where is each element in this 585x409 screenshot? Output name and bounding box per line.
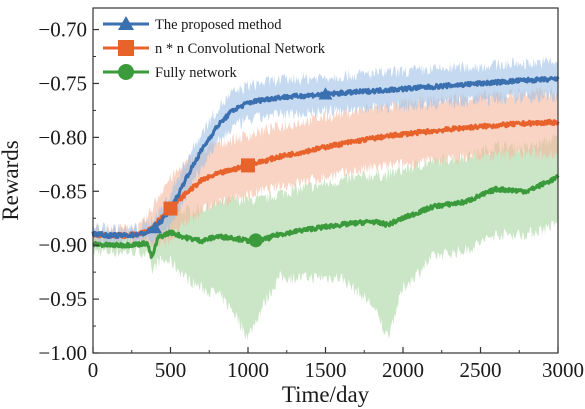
y-tick-label: −0.75	[38, 71, 87, 95]
legend-label: n * n Convolutional Network	[155, 41, 326, 57]
marker-triangle	[318, 87, 333, 100]
y-tick-label: −0.85	[38, 179, 87, 203]
legend-item: n * n Convolutional Network	[103, 40, 326, 57]
marker-square	[163, 201, 178, 216]
band-the-proposed-method	[93, 56, 558, 248]
marker-circle	[248, 233, 263, 248]
x-tick-label: 500	[155, 358, 187, 382]
x-tick-label: 1500	[305, 358, 347, 382]
legend-item: Fully network	[103, 64, 238, 81]
y-tick-label: −0.95	[38, 287, 87, 311]
series-markers	[148, 87, 333, 248]
legend-label: Fully network	[155, 65, 238, 81]
legend: The proposed method n * n Convolutional N…	[103, 16, 326, 81]
x-tick-label: 0	[88, 358, 99, 382]
x-tick-label: 2000	[382, 358, 424, 382]
marker-triangle	[148, 220, 162, 234]
line-fully-network	[92, 174, 560, 259]
confidence-bands	[93, 56, 558, 341]
legend-item: The proposed method	[103, 16, 282, 33]
legend-marker-circle	[118, 64, 134, 80]
marker-square	[241, 158, 255, 173]
legend-label: The proposed method	[155, 17, 282, 33]
legend-marker-square	[118, 40, 134, 56]
x-tick-label: 1000	[227, 358, 269, 382]
y-tick-label: −1.00	[38, 341, 87, 365]
y-axis-label: Rewards	[0, 140, 23, 221]
y-tick-label: −0.70	[38, 18, 87, 42]
y-axis-ticks: −1.00 −0.95 −0.90 −0.85 −0.80 −0.75 −0.70	[38, 18, 99, 365]
band-n-n-convolutional-network	[93, 86, 558, 250]
y-tick-label: −0.90	[38, 233, 87, 257]
band-fully-network	[93, 133, 558, 341]
x-axis-ticks: 0 500 1000 1500 2000 2500 3000	[88, 347, 584, 382]
x-tick-label: 3000	[542, 358, 584, 382]
x-tick-label: 2500	[460, 358, 502, 382]
legend-marker-triangle	[118, 16, 134, 30]
x-axis-label: Time/day	[282, 382, 370, 407]
y-tick-label: −0.80	[38, 125, 87, 149]
